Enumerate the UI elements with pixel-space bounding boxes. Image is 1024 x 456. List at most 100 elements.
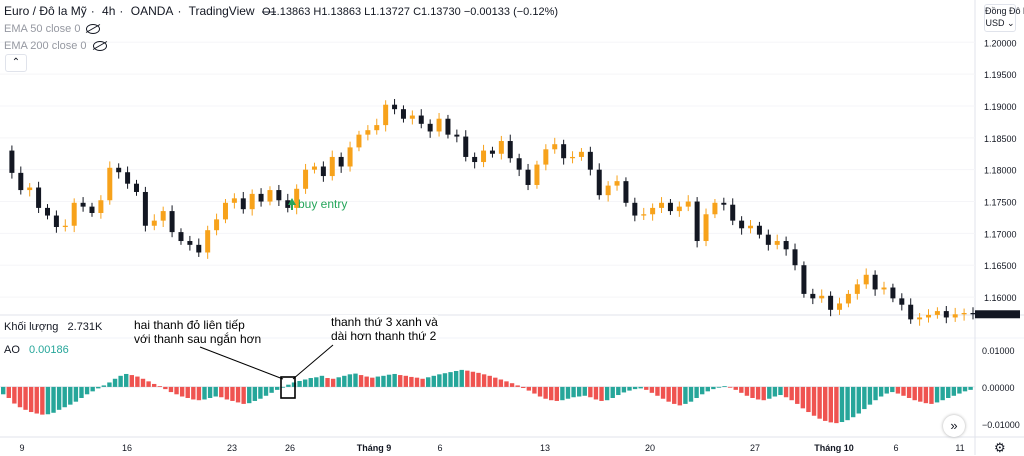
price-tick-label: 1.20000 [984,38,1017,48]
candle-body [934,311,940,315]
ao-bar [755,386,761,400]
ao-bar [593,386,599,400]
candle-body [578,151,584,157]
ao-bar [163,386,168,390]
ao-bar [878,386,884,397]
candle-body [739,220,745,229]
ao-bar [722,386,727,387]
ao-bar [604,386,610,401]
time-tick-label: 6 [893,443,898,453]
candle-body [62,225,68,228]
ao-bar [806,386,811,413]
candle-body [899,298,905,305]
price-tick-label: 1.17500 [984,198,1017,208]
eye-hidden-icon[interactable] [86,24,101,35]
candle-body [605,185,611,196]
candle-body [489,150,495,154]
ao-bar [118,375,123,387]
ao-bar [699,386,705,395]
ao-bar [694,386,699,398]
candle-body [329,156,335,177]
ao-bar [727,386,733,388]
candle-body [481,150,487,163]
ao-histogram [1,369,973,424]
candle-body [374,125,380,131]
ao-bar [862,386,867,410]
candle-body [392,104,398,110]
ao-bar [901,386,906,396]
candle-body [427,123,433,132]
ao-bar [560,386,565,401]
candle-body [267,190,273,202]
price-tick-label: 1.18000 [984,166,1017,176]
ao-bar [750,386,755,398]
ao-bar [23,386,28,410]
candle-body [712,202,718,215]
candle-body [596,169,602,196]
candle-body [863,274,869,285]
candle-body [623,181,629,203]
ao-bar [493,377,498,387]
ao-bar [12,386,17,404]
candle-body [133,183,139,192]
candle-body [881,287,887,290]
ao-label: AO [4,344,20,356]
ao-bar [319,375,325,387]
ao-bar [867,386,873,405]
chart-settings-button[interactable]: ⚙ [994,440,1006,456]
candle-body [516,158,522,170]
ao-bar [660,386,666,399]
ao-bar [403,375,409,387]
candle-body [249,193,255,210]
currency-selector[interactable]: Đồng Đô la Mỹ USD ⌄ [984,4,1024,32]
ao-bar [834,386,839,424]
ema50-legend[interactable]: EMA 50 close 0 [4,23,101,35]
candle-body [792,249,798,266]
ao-bar [783,386,789,398]
candle-body [80,202,86,207]
ao-bar [951,386,957,396]
scroll-to-realtime-button[interactable]: » [943,415,965,437]
double-chevron-right-icon: » [950,418,958,433]
ao-bar [929,386,934,404]
ao-bar [744,386,750,396]
ao-bar [6,386,11,398]
ao-bar [957,386,962,394]
ao-bar [873,386,878,401]
price-axis[interactable]: 1.20000 1.19500 1.19000 1.18500 1.18000 1.175… [975,38,1020,430]
ao-bar [140,378,146,387]
candle-body [961,313,967,315]
candle-body [347,147,353,167]
ao-legend[interactable]: AO 0.00186 [4,344,69,356]
ao-bar [537,386,543,397]
ao-bar [202,386,207,400]
eye-hidden-icon[interactable] [92,41,107,52]
ao-bar [247,386,252,404]
ao-bar [856,386,861,414]
ao-bar [431,375,436,387]
candle-body [872,274,878,290]
ao-bar [297,380,302,387]
ao-bar [912,386,917,401]
ao-bar [101,385,107,387]
candle-body [756,225,762,235]
ao-bar [599,386,604,401]
symbol-legend[interactable]: Euro / Đô la Mỹ · 4h · OANDA · TradingView [4,4,280,18]
candle-body [214,219,220,231]
candle-body [667,202,673,212]
time-tick-label: 13 [540,443,550,453]
candle-body [845,293,851,304]
ao-bar [73,386,79,402]
ao-bar [34,386,39,414]
ao-bar [644,386,649,390]
ema200-legend[interactable]: EMA 200 close 0 [4,40,107,52]
volume-legend[interactable]: Khối lượng 2.731K [4,321,102,333]
time-axis[interactable]: 9 16 23 26 Tháng 9 6 13 20 27 Tháng 10 6 11 [19,443,964,453]
ao-bar [191,386,196,400]
ao-bar [739,386,744,393]
time-tick-label: 6 [437,443,442,453]
ao-bar [51,386,56,413]
collapse-legend-button[interactable]: ⌃ [5,54,27,72]
candle-body [570,156,576,159]
